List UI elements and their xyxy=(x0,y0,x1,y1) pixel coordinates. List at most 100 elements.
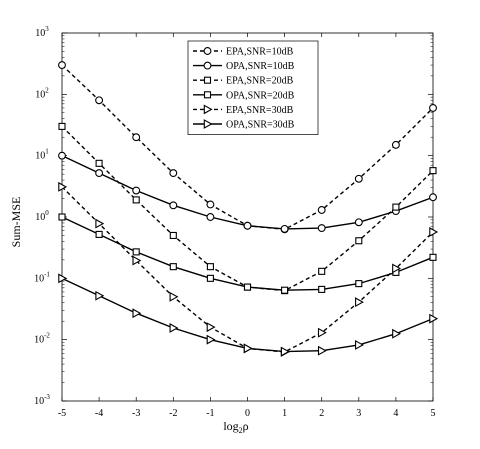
data-point-marker xyxy=(58,151,66,160)
data-point-marker xyxy=(318,285,326,293)
legend-label: EPA,SNR=30dB xyxy=(226,105,294,116)
data-point-marker xyxy=(317,206,326,214)
data-point-marker xyxy=(206,263,214,271)
x-tick-label: -3 xyxy=(132,408,140,419)
legend-entry: EPA,SNR=30dB xyxy=(193,104,294,116)
data-point-marker xyxy=(203,91,212,99)
data-point-marker xyxy=(203,119,213,129)
data-point-marker xyxy=(429,313,439,324)
x-tick-label: 5 xyxy=(431,408,436,419)
data-point-marker xyxy=(95,230,103,238)
data-point-marker xyxy=(243,343,253,354)
legend-entry: OPA,SNR=20dB xyxy=(193,90,295,101)
legend-label: OPA,SNR=30dB xyxy=(226,120,295,131)
data-point-marker xyxy=(132,248,140,256)
data-point-marker xyxy=(95,159,103,167)
data-point-marker xyxy=(355,280,363,288)
data-point-marker xyxy=(280,224,289,233)
series-opa-snr-30db xyxy=(58,273,439,357)
series-epa-snr-20db xyxy=(58,122,437,295)
data-point-marker xyxy=(206,274,214,282)
data-point-marker xyxy=(355,297,364,308)
series-line xyxy=(61,125,434,292)
data-point-marker xyxy=(392,263,402,274)
legend-label: OPA,SNR=10dB xyxy=(226,61,295,72)
data-point-marker xyxy=(392,203,400,211)
series-line xyxy=(61,155,434,230)
x-tick-label: 0 xyxy=(245,408,250,419)
data-point-marker xyxy=(132,133,141,142)
data-point-marker xyxy=(169,169,178,178)
data-point-marker xyxy=(203,104,213,115)
data-point-marker xyxy=(95,169,104,178)
data-point-marker xyxy=(169,201,178,210)
data-point-marker xyxy=(206,213,215,221)
data-point-marker xyxy=(243,283,252,291)
x-axis-label-subscript: 2 xyxy=(239,426,243,435)
data-point-marker xyxy=(203,47,212,55)
data-point-marker xyxy=(132,186,141,195)
data-point-marker xyxy=(392,328,402,339)
data-point-marker xyxy=(58,213,66,221)
data-point-marker xyxy=(203,61,212,70)
x-tick-label: 1 xyxy=(282,408,287,419)
data-point-marker xyxy=(429,193,437,202)
y-tick-label: 102 xyxy=(35,86,49,100)
legend-entry: EPA,SNR=20dB xyxy=(193,76,294,87)
data-point-marker xyxy=(58,181,68,192)
data-point-marker xyxy=(206,334,216,345)
data-point-marker xyxy=(355,340,364,350)
data-point-marker xyxy=(206,200,215,209)
y-tick-label: 10-1 xyxy=(34,270,50,284)
data-point-marker xyxy=(169,231,177,240)
y-axis-label: Sum-MSE xyxy=(9,197,23,248)
legend-box xyxy=(187,40,319,135)
series-opa-snr-10db xyxy=(58,151,437,233)
y-tick-label: 101 xyxy=(35,148,49,162)
data-point-marker xyxy=(429,167,437,175)
x-tick-label: -4 xyxy=(95,408,103,419)
axes: -5 -4 -3 -2 -1 0 1 2 3 4 5 10-3 10-2 10-1 100 101 102 103 xyxy=(34,25,435,419)
legend-entry: OPA,SNR=10dB xyxy=(193,61,295,72)
series-line xyxy=(61,186,434,353)
series-epa-snr-30db xyxy=(58,181,439,357)
data-point-marker xyxy=(317,345,327,356)
x-axis-label-variable: ρ xyxy=(243,419,249,433)
legend: EPA,SNR=10dB OPA,SNR=10dB EPA,SNR=20dB OPA,… xyxy=(187,40,319,135)
data-point-marker xyxy=(206,322,216,333)
data-point-marker xyxy=(317,224,326,233)
data-point-marker xyxy=(318,267,326,275)
data-point-marker xyxy=(317,327,327,338)
data-point-marker xyxy=(58,61,66,70)
y-tick-label: 103 xyxy=(35,25,49,39)
series-layer xyxy=(58,61,439,357)
legend-entry: OPA,SNR=30dB xyxy=(193,119,295,131)
data-point-marker xyxy=(95,96,104,105)
data-point-marker xyxy=(355,237,363,245)
data-point-marker xyxy=(429,253,437,261)
data-point-marker xyxy=(58,273,68,284)
data-point-marker xyxy=(354,218,363,227)
legend-label: EPA,SNR=10dB xyxy=(226,47,294,58)
x-tick-label: 4 xyxy=(393,408,398,419)
data-point-marker xyxy=(280,346,290,357)
x-tick-label: 3 xyxy=(356,408,361,419)
data-point-marker xyxy=(132,255,142,266)
data-point-marker xyxy=(169,263,177,271)
series-opa-snr-20db xyxy=(58,213,437,294)
data-point-marker xyxy=(95,218,105,229)
y-tick-label: 10-3 xyxy=(34,393,50,407)
data-point-marker xyxy=(243,221,252,230)
data-point-marker xyxy=(281,286,289,294)
data-point-marker xyxy=(169,323,179,333)
data-point-marker xyxy=(169,291,179,302)
data-point-marker xyxy=(95,290,105,301)
data-point-marker xyxy=(203,76,212,84)
data-point-marker xyxy=(132,196,140,204)
data-point-marker xyxy=(391,140,400,149)
y-tick-label: 100 xyxy=(35,209,49,223)
data-point-marker xyxy=(429,103,437,112)
x-axis-label: log2ρ xyxy=(223,419,248,435)
x-tick-label: -2 xyxy=(169,408,177,419)
